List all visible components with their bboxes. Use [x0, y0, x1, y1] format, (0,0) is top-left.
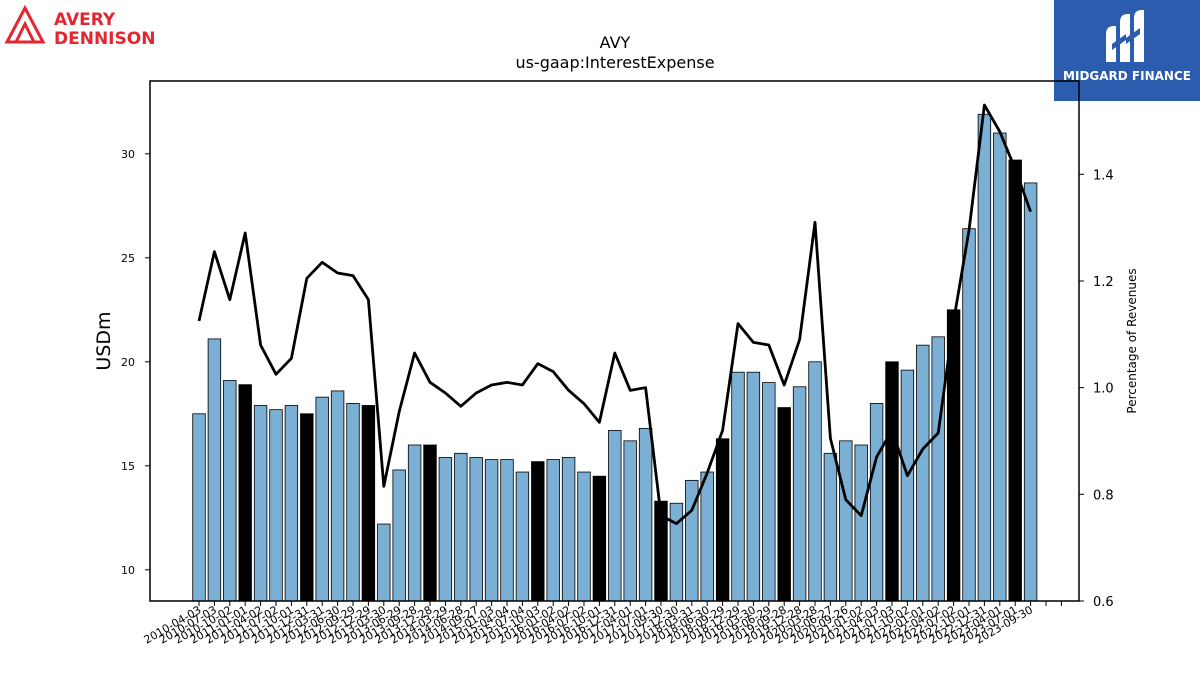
bar [1023, 182, 1038, 602]
bar [916, 344, 930, 602]
y-axis-ticks: 10 15 20 25 30 [121, 148, 150, 577]
bar-series [192, 113, 1038, 602]
bar [746, 371, 761, 602]
bar [731, 371, 745, 602]
percentage-of-revenues-line [197, 103, 1032, 526]
bar [839, 440, 853, 602]
bar [854, 444, 868, 602]
bar [315, 396, 329, 602]
bar [269, 409, 283, 602]
bar [623, 440, 637, 602]
bar [931, 336, 945, 602]
avery-dennison-logo: AVERY DENNISON [4, 4, 174, 49]
y2-axis-ticks: 0.6 0.8 1.0 1.2 1.4 [1079, 168, 1114, 610]
bar [715, 438, 730, 602]
y-tick-label: 10 [121, 564, 135, 577]
bar [900, 369, 915, 602]
logo-left-line1: AVERY [54, 10, 116, 30]
midgard-m-icon [1106, 10, 1144, 62]
bar [223, 380, 237, 602]
bar [469, 457, 483, 602]
bar [454, 452, 468, 602]
avery-dennison-logo-mark: AVERY DENNISON [4, 4, 155, 49]
y-axis-label: USDm [93, 311, 115, 370]
plot-frame [149, 80, 1080, 602]
y-tick-label: 15 [121, 460, 135, 473]
bar [346, 402, 360, 602]
y-tick-label: 30 [121, 148, 135, 161]
bar [253, 405, 268, 602]
bar [823, 452, 838, 602]
bar [869, 402, 884, 602]
bar [192, 413, 206, 602]
bar [561, 457, 576, 602]
bar [762, 382, 776, 602]
bar [377, 523, 391, 602]
bar [423, 444, 437, 602]
bar [284, 405, 299, 602]
bar [484, 459, 499, 602]
bar [392, 469, 406, 602]
logo-left-line2: DENNISON [54, 29, 155, 48]
logo-right-brand: MIDGARD FINANCE [1063, 69, 1191, 83]
bar [330, 390, 345, 602]
bar [592, 475, 607, 602]
bar [608, 430, 622, 602]
bar [207, 338, 222, 602]
bar [515, 471, 530, 602]
bar [977, 113, 992, 602]
x-axis-ticks: 2010-04-032010-07-032010-10-022011-01-01… [142, 601, 1062, 647]
chart-title: AVY [600, 33, 631, 52]
y2-tick-label: 0.6 [1093, 595, 1114, 610]
y2-tick-label: 1.2 [1093, 275, 1114, 290]
bar [669, 502, 684, 602]
bar [808, 361, 822, 602]
y-tick-label: 20 [121, 356, 135, 369]
y2-tick-label: 1.0 [1093, 382, 1114, 397]
bar [962, 228, 976, 602]
bar [300, 413, 314, 602]
y2-tick-label: 0.8 [1093, 488, 1114, 503]
bar [993, 132, 1007, 602]
bar [407, 444, 422, 602]
bar [700, 471, 714, 602]
bar [1008, 159, 1022, 602]
bar [238, 384, 252, 602]
bar [531, 461, 545, 602]
bar [885, 361, 899, 602]
bar [361, 405, 376, 602]
bar [577, 471, 591, 602]
bar [500, 459, 514, 602]
bar [546, 459, 560, 602]
y2-tick-label: 1.4 [1093, 168, 1114, 183]
bar [792, 386, 807, 602]
y-tick-label: 25 [121, 252, 135, 265]
bar [638, 427, 653, 602]
bar [438, 457, 453, 602]
y2-axis-label: Percentage of Revenues [1125, 268, 1139, 413]
bar [777, 407, 791, 602]
chart-subtitle: us-gaap:InterestExpense [515, 53, 714, 72]
